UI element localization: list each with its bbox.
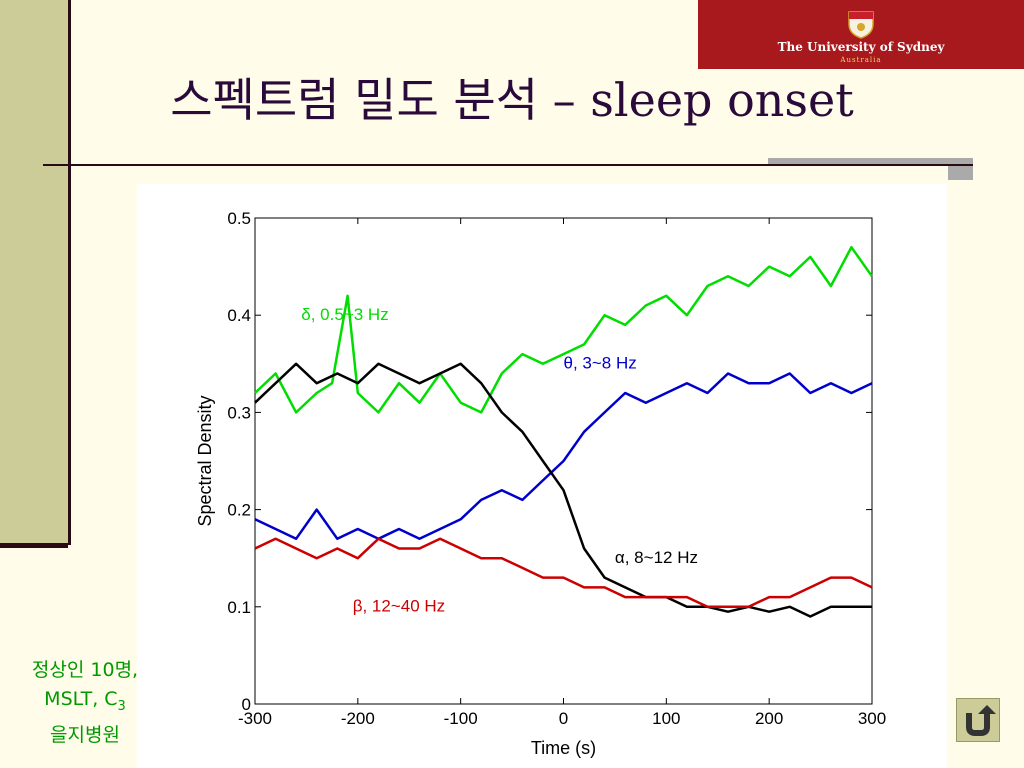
series-label: δ, 0.5~3 Hz	[301, 305, 388, 324]
return-button[interactable]	[956, 698, 1000, 742]
series-label: θ, 3~8 Hz	[564, 354, 637, 373]
y-tick-label: 0.5	[227, 209, 251, 228]
series-line	[254, 362, 872, 618]
return-arrow-icon	[966, 705, 996, 736]
spectral-density-chart: -300 -200 -100 0 100 200 300 0 0.1 0.2 0.3 0.4 0.5 Ti…	[195, 209, 886, 758]
y-tick-label: 0.1	[227, 598, 251, 617]
title-rule-accent-tab	[948, 166, 973, 180]
series-label: β, 12~40 Hz	[353, 597, 445, 616]
series-line	[254, 372, 873, 541]
chart-panel: -300 -200 -100 0 100 200 300 0 0.1 0.2 0.3 0.4 0.5 Ti…	[137, 184, 947, 768]
x-tick-label: 100	[652, 709, 680, 728]
x-tick-label: -100	[444, 709, 478, 728]
y-tick-label: 0.3	[227, 403, 251, 422]
series-line	[254, 537, 873, 609]
y-tick-label: 0.2	[227, 501, 251, 520]
logo-subtitle: Australia	[840, 56, 882, 64]
title-rule	[43, 164, 973, 166]
y-tick-label: 0	[242, 695, 251, 714]
y-tick-label: 0.4	[227, 306, 251, 325]
logo-name: The University of Sydney	[777, 40, 945, 54]
left-accent-rule	[0, 543, 68, 548]
x-axis-label: Time (s)	[531, 738, 596, 758]
note-line-2-text: MSLT, C	[44, 688, 118, 710]
slide-note: 정상인 10명, MSLT, C3 을지병원	[0, 656, 170, 750]
series-label: α, 8~12 Hz	[615, 548, 698, 567]
series-line	[254, 245, 874, 414]
slide-title: 스펙트럼 밀도 분석 – sleep onset	[170, 73, 854, 127]
x-tick-label: 200	[755, 709, 783, 728]
title-rule-accent	[768, 158, 973, 166]
x-tick-label: -200	[341, 709, 375, 728]
note-line-1: 정상인 10명,	[31, 659, 139, 681]
university-logo: The University of Sydney Australia	[698, 0, 1024, 69]
crest-icon	[848, 11, 874, 39]
x-tick-label: 0	[559, 709, 568, 728]
note-line-2: MSLT, C3	[0, 685, 170, 721]
x-tick-label: 300	[858, 709, 886, 728]
y-axis-label: Spectral Density	[195, 395, 215, 526]
left-accent-strip	[0, 0, 71, 545]
note-line-3: 을지병원	[50, 723, 120, 746]
x-tick-label: -300	[238, 709, 272, 728]
note-line-2-subscript: 3	[117, 698, 126, 714]
